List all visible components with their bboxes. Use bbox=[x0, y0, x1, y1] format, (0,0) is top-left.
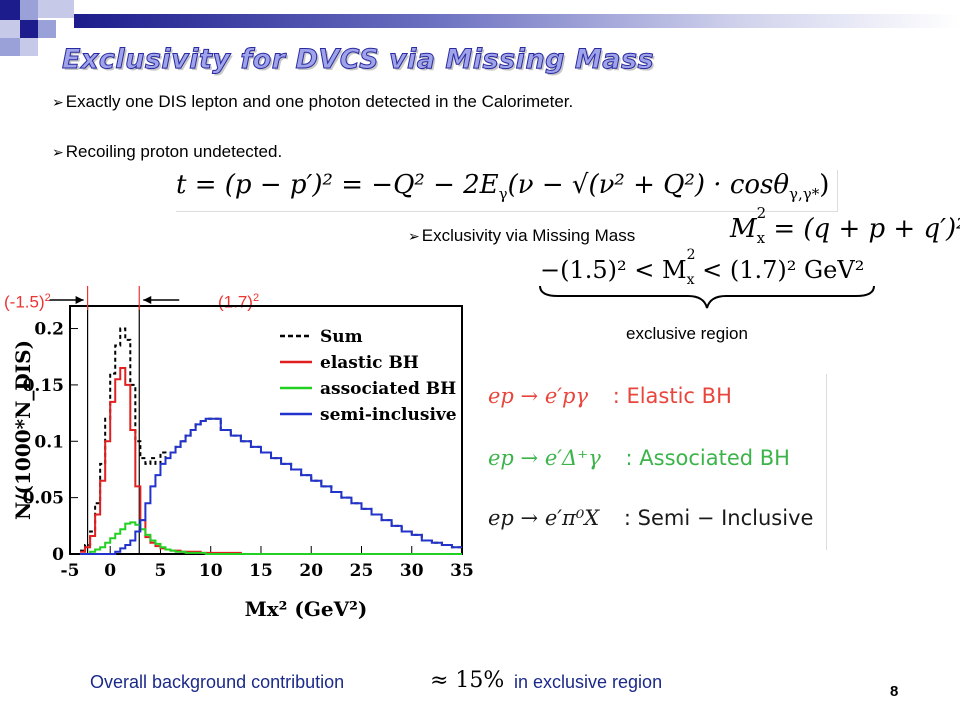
cut-range-text: −(1.5)² < M bbox=[540, 256, 687, 284]
reaction-associated-rhs: : Associated BH bbox=[625, 446, 790, 470]
bullet-1-text: Exactly one DIS lepton and one photon de… bbox=[65, 92, 574, 111]
equation-t-tail: (ν − √(ν² + Q²) · cosθ bbox=[507, 170, 790, 200]
arrow-bullet-icon: ➢ bbox=[52, 94, 64, 110]
footer-text-left: Overall background contribution bbox=[90, 672, 345, 692]
plot-frame bbox=[69, 305, 463, 555]
arrow-bullet-icon: ➢ bbox=[52, 144, 64, 160]
reaction-elastic-lhs: ep → e′pγ bbox=[488, 384, 589, 408]
cut-marker-low: (-1.5)2 bbox=[4, 292, 51, 313]
cut-range-rhs: < (1.7)² GeV² bbox=[694, 256, 865, 284]
x-tick-label: 10 bbox=[199, 561, 223, 581]
x-tick-label: 30 bbox=[400, 561, 424, 581]
series-associated-bh bbox=[80, 521, 462, 555]
cut-arrow-high-head bbox=[143, 296, 152, 304]
equation-t-text: t = (p − p′)² = −Q² − 2E bbox=[176, 170, 499, 200]
x-tick-label: 35 bbox=[450, 561, 474, 581]
cut-marker-low-text: (-1.5) bbox=[4, 292, 45, 312]
bullet-2: ➢ Recoiling proton undetected. bbox=[52, 142, 282, 162]
legend-label: elastic BH bbox=[320, 353, 419, 373]
x-axis-label: Mx² (GeV²) bbox=[245, 597, 368, 621]
reaction-associated-lhs: ep → e′Δ⁺γ bbox=[488, 446, 601, 470]
header-gradient-bar bbox=[74, 14, 960, 28]
slide-title: Exclusivity for DVCS via Missing Mass bbox=[61, 44, 655, 76]
corner-decoration bbox=[0, 0, 74, 60]
x-tick-label: 25 bbox=[350, 561, 374, 581]
bullet-2-text: Recoiling proton undetected. bbox=[65, 142, 283, 161]
y-tick-label: 0.1 bbox=[34, 432, 64, 452]
equation-t: t = (p − p′)² = −Q² − 2Eγ(ν − √(ν² + Q²)… bbox=[176, 170, 839, 213]
x-tick-label: 15 bbox=[249, 561, 273, 581]
reaction-semi-rhs: : Semi − Inclusive bbox=[623, 506, 814, 530]
arrow-bullet-icon: ➢ bbox=[408, 228, 420, 244]
cut-marker-low-exp: 2 bbox=[44, 292, 51, 304]
x-tick-label: -5 bbox=[61, 561, 80, 581]
underbrace bbox=[539, 285, 875, 309]
exclusive-region-label: exclusive region bbox=[626, 324, 748, 343]
footer-value: ≈ 15% bbox=[430, 668, 505, 693]
page-number: 8 bbox=[890, 683, 899, 700]
x-tick-label: 20 bbox=[299, 561, 323, 581]
reaction-semi-lhs: ep → e′π⁰X bbox=[488, 506, 600, 530]
reaction-associated: ep → e′Δ⁺γ : Associated BH bbox=[488, 446, 790, 470]
y-tick-label: 0 bbox=[52, 545, 64, 565]
bullet-1: ➢ Exactly one DIS lepton and one photon d… bbox=[52, 92, 573, 112]
y-tick-label: 0.2 bbox=[34, 320, 64, 340]
legend-label: Sum bbox=[320, 327, 363, 347]
equation-mx-rhs: = (q + p + q′)² bbox=[765, 214, 960, 244]
cut-marker-high-exp: 2 bbox=[252, 292, 260, 304]
reactions-frame-edge bbox=[826, 374, 827, 550]
x-tick-label: 0 bbox=[104, 561, 116, 581]
bullet-3-text: Exclusivity via Missing Mass bbox=[421, 226, 636, 245]
reaction-elastic-rhs: : Elastic BH bbox=[612, 384, 732, 408]
series-semi-inclusive bbox=[80, 417, 462, 555]
y-tick-label: 0.05 bbox=[23, 489, 64, 509]
y-tick-label: 0.15 bbox=[23, 376, 64, 396]
legend-label: associated BH bbox=[320, 379, 456, 399]
y-axis-label: N/(1000*N_DIS) bbox=[11, 340, 35, 520]
equation-mx-text: M bbox=[730, 214, 757, 244]
legend-label: semi-inclusive bbox=[320, 405, 457, 425]
reaction-elastic: ep → e′pγ : Elastic BH bbox=[488, 384, 732, 408]
footer-text-right: in exclusive region bbox=[514, 672, 663, 692]
x-tick-label: 5 bbox=[155, 561, 167, 581]
reaction-semi-inclusive: ep → e′π⁰X : Semi − Inclusive bbox=[488, 506, 813, 530]
cut-arrow-low-head bbox=[75, 296, 84, 304]
bullet-3: ➢ Exclusivity via Missing Mass bbox=[408, 226, 635, 246]
